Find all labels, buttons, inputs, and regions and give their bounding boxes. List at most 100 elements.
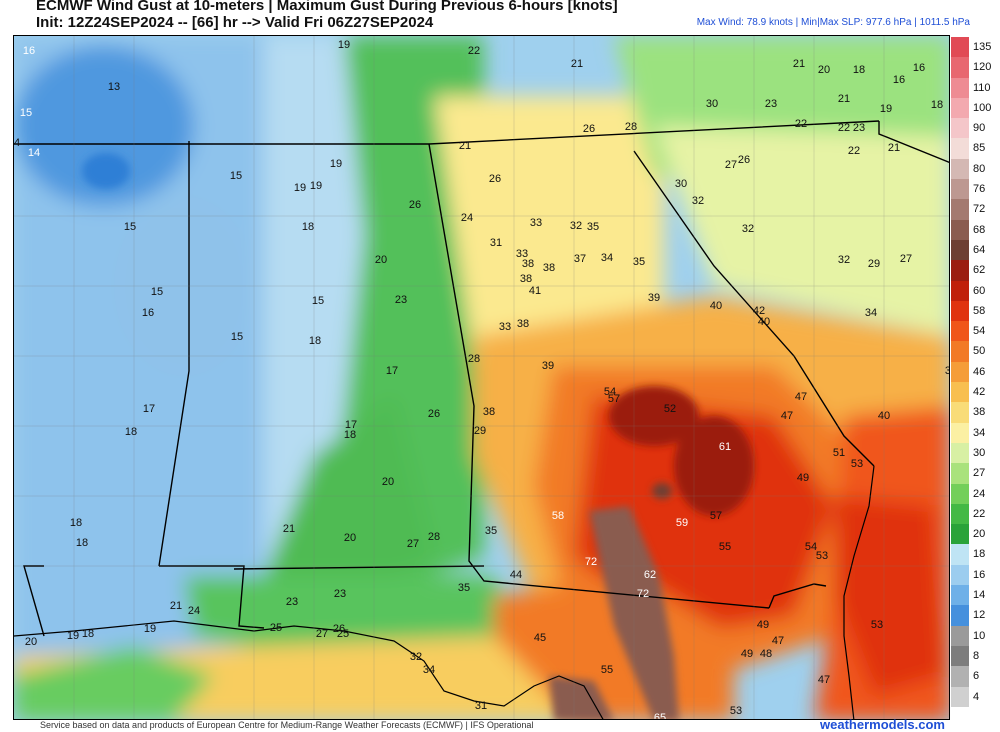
gust-value-label: 15	[230, 170, 242, 182]
gust-value-label: 29	[474, 425, 486, 437]
chart-title: ECMWF Wind Gust at 10-meters | Maximum G…	[36, 0, 618, 14]
legend-swatch	[951, 382, 969, 403]
legend-label: 38	[973, 406, 986, 419]
legend-swatch	[951, 179, 969, 200]
gust-value-label: 22	[468, 45, 480, 57]
gust-value-label: 14	[28, 147, 40, 159]
legend-swatch	[951, 402, 969, 423]
legend-entry: 46	[951, 361, 1000, 383]
gust-value-label: 38	[543, 262, 555, 274]
legend-entry: 110	[951, 77, 1000, 98]
gust-value-label: 40	[758, 316, 770, 328]
gust-value-label: 20	[375, 254, 387, 266]
gust-value-label: 72	[637, 588, 649, 600]
gust-value-label: 26	[738, 154, 750, 166]
gust-value-label: 45	[534, 632, 546, 644]
gust-value-label: 34	[865, 307, 877, 319]
gust-value-label: 34	[945, 365, 950, 377]
legend-swatch	[951, 503, 969, 525]
gust-value-label: 22	[838, 122, 850, 134]
gust-value-label: 19	[310, 180, 322, 192]
gust-value-label: 53	[851, 458, 863, 470]
gust-value-label: 21	[170, 600, 182, 612]
gust-value-label: 39	[648, 292, 660, 304]
gust-value-label: 62	[644, 569, 656, 581]
gust-value-label: 26	[583, 123, 595, 135]
legend-swatch	[951, 260, 969, 281]
gust-value-label: 72	[585, 556, 597, 568]
legend-label: 6	[973, 670, 980, 683]
gust-value-label: 15	[312, 295, 324, 307]
legend-swatch	[951, 625, 969, 646]
legend-entry: 90	[951, 118, 1000, 139]
gust-value-label: 38	[517, 318, 529, 330]
gust-value-label: 32	[570, 220, 582, 232]
gust-value-label: 35	[458, 582, 470, 594]
legend-label: 16	[973, 568, 986, 581]
legend-swatch	[951, 199, 969, 220]
color-legend: 135 120 110 100 90 85 80 76 72 68 64 62 60 58 54 50 46 42…	[951, 37, 1000, 707]
legend-swatch	[951, 524, 969, 545]
legend-swatch	[951, 483, 969, 504]
legend-entry: 20	[951, 524, 1000, 545]
legend-swatch	[951, 158, 969, 180]
legend-label: 58	[973, 304, 986, 317]
legend-label: 85	[973, 142, 986, 155]
gust-value-label: 16	[142, 307, 154, 319]
legend-entry: 80	[951, 158, 1000, 180]
data-credit: Service based on data and products of Eu…	[40, 720, 534, 730]
legend-entry: 8	[951, 645, 1000, 667]
legend-label: 90	[973, 122, 986, 135]
legend-label: 72	[973, 203, 986, 216]
legend-entry: 14	[951, 585, 1000, 606]
gust-value-label: 28	[468, 353, 480, 365]
gust-value-label: 15	[151, 286, 163, 298]
legend-label: 64	[973, 243, 986, 256]
legend-label: 120	[973, 61, 992, 74]
gust-value-label: 19	[67, 630, 79, 642]
legend-entry: 85	[951, 138, 1000, 159]
gust-value-label: 27	[407, 538, 419, 550]
legend-label: 42	[973, 386, 986, 399]
legend-swatch	[951, 77, 969, 98]
gust-value-label: 18	[853, 64, 865, 76]
gust-value-label: 19	[338, 39, 350, 51]
gust-value-label: 49	[741, 648, 753, 660]
gust-value-label: 19	[294, 182, 306, 194]
legend-entry: 42	[951, 382, 1000, 403]
gust-value-label: 39	[542, 360, 554, 372]
gust-value-label: 18	[302, 221, 314, 233]
gust-value-label: 19	[144, 623, 156, 635]
gust-value-label: 13	[108, 81, 120, 93]
legend-entry: 22	[951, 503, 1000, 525]
legend-swatch	[951, 57, 969, 78]
gust-value-label: 20	[818, 64, 830, 76]
legend-label: 110	[973, 81, 991, 94]
gust-value-label: 18	[931, 99, 943, 111]
legend-entry: 62	[951, 260, 1000, 281]
gust-value-label: 33	[499, 321, 511, 333]
legend-swatch	[951, 321, 969, 342]
gust-value-label: 47	[772, 635, 784, 647]
gust-value-label: 15	[20, 107, 32, 119]
gust-value-label: 22	[795, 118, 807, 130]
gust-value-label: 55	[719, 541, 731, 553]
gust-value-label: 21	[888, 142, 900, 154]
gust-value-label: 23	[334, 588, 346, 600]
legend-swatch	[951, 463, 969, 484]
gust-value-label: 51	[833, 447, 845, 459]
gust-value-label: 53	[871, 619, 883, 631]
gust-value-label: 21	[283, 523, 295, 535]
gust-value-label: 40	[878, 410, 890, 422]
legend-label: 54	[973, 325, 986, 338]
gust-value-label: 28	[428, 531, 440, 543]
gust-value-label: 61	[719, 441, 731, 453]
gust-value-label: 57	[608, 393, 620, 405]
gust-value-label: 28	[625, 121, 637, 133]
legend-swatch	[951, 341, 969, 362]
legend-entry: 30	[951, 442, 1000, 464]
legend-entry: 16	[951, 564, 1000, 586]
legend-swatch	[951, 585, 969, 606]
gust-value-label: 16	[913, 62, 925, 74]
gust-value-label: 54	[604, 386, 616, 398]
